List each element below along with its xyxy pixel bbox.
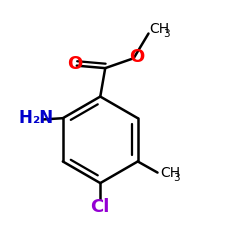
Text: O: O: [67, 55, 82, 73]
Text: 3: 3: [173, 172, 180, 182]
Text: 3: 3: [163, 28, 170, 38]
Text: O: O: [129, 48, 144, 66]
Text: ₂N: ₂N: [32, 109, 53, 127]
Text: Cl: Cl: [90, 198, 110, 216]
Text: H: H: [18, 109, 32, 127]
Text: CH: CH: [160, 166, 180, 180]
Text: CH: CH: [150, 22, 170, 36]
